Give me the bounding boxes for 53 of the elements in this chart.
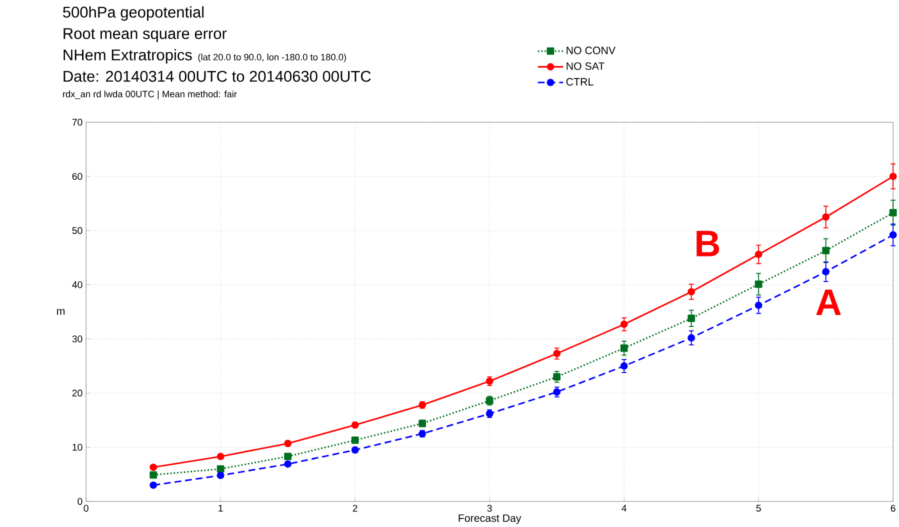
point: [889, 231, 897, 238]
y-tick-label: 10: [72, 444, 82, 451]
y-tick-label: 60: [72, 172, 82, 180]
legend-label: NO CONV: [566, 46, 616, 54]
point: [889, 172, 897, 180]
point: [620, 362, 628, 370]
point: [688, 334, 696, 342]
point: [822, 213, 830, 221]
y-tick-label: 70: [72, 118, 82, 126]
y-tick-label: 40: [72, 281, 82, 288]
point: [688, 314, 696, 322]
x-tick-label: 6: [890, 504, 896, 512]
y-tick-label: 0: [78, 498, 82, 505]
x-tick-label: 3: [487, 504, 492, 512]
point: [150, 463, 158, 471]
point: [216, 452, 224, 460]
x-tick-label: 4: [622, 504, 626, 512]
text: rdx_an rd lwda 00UTC | Mean method: fair: [63, 90, 237, 100]
y-tick-label: 30: [72, 335, 82, 342]
point: [284, 452, 292, 460]
point: [216, 472, 224, 479]
y-tick-label: 20: [72, 390, 82, 396]
text: Date: 20140314 00UTC to 20140630 00UTC: [64, 70, 371, 82]
text: NHem Extratropics: [64, 48, 192, 64]
point: [351, 436, 359, 444]
point: [889, 208, 897, 216]
x-tick-label: 2: [352, 504, 358, 512]
point: [688, 288, 696, 296]
point: [150, 471, 158, 478]
y-tick-label: 50: [72, 227, 82, 234]
legend-label: CTRL: [566, 78, 594, 86]
chart-subtitle: Root mean square error: [64, 28, 227, 42]
point: [822, 268, 830, 276]
point: [620, 320, 628, 328]
x-axis-title: Forecast Day: [458, 514, 522, 524]
point: [216, 465, 224, 473]
annotation: B: [696, 230, 720, 256]
point: [620, 344, 628, 352]
point: [553, 350, 561, 358]
point: [150, 481, 158, 489]
y-axis-title: m: [57, 308, 65, 315]
annotation: A: [816, 290, 841, 315]
chart-title: 500hPa geopotential: [63, 6, 204, 21]
point: [822, 246, 830, 254]
x-tick-label: 0: [84, 504, 88, 512]
x-tick-label: 1: [218, 504, 223, 512]
point: [754, 302, 762, 309]
point: [553, 373, 561, 380]
point: [754, 280, 762, 288]
point: [754, 250, 762, 258]
legend-label: NO SAT: [566, 62, 604, 70]
x-tick-label: 5: [756, 504, 761, 512]
text: (lat 20.0 to 90.0, lon -180.0 to 180.0): [198, 54, 346, 62]
